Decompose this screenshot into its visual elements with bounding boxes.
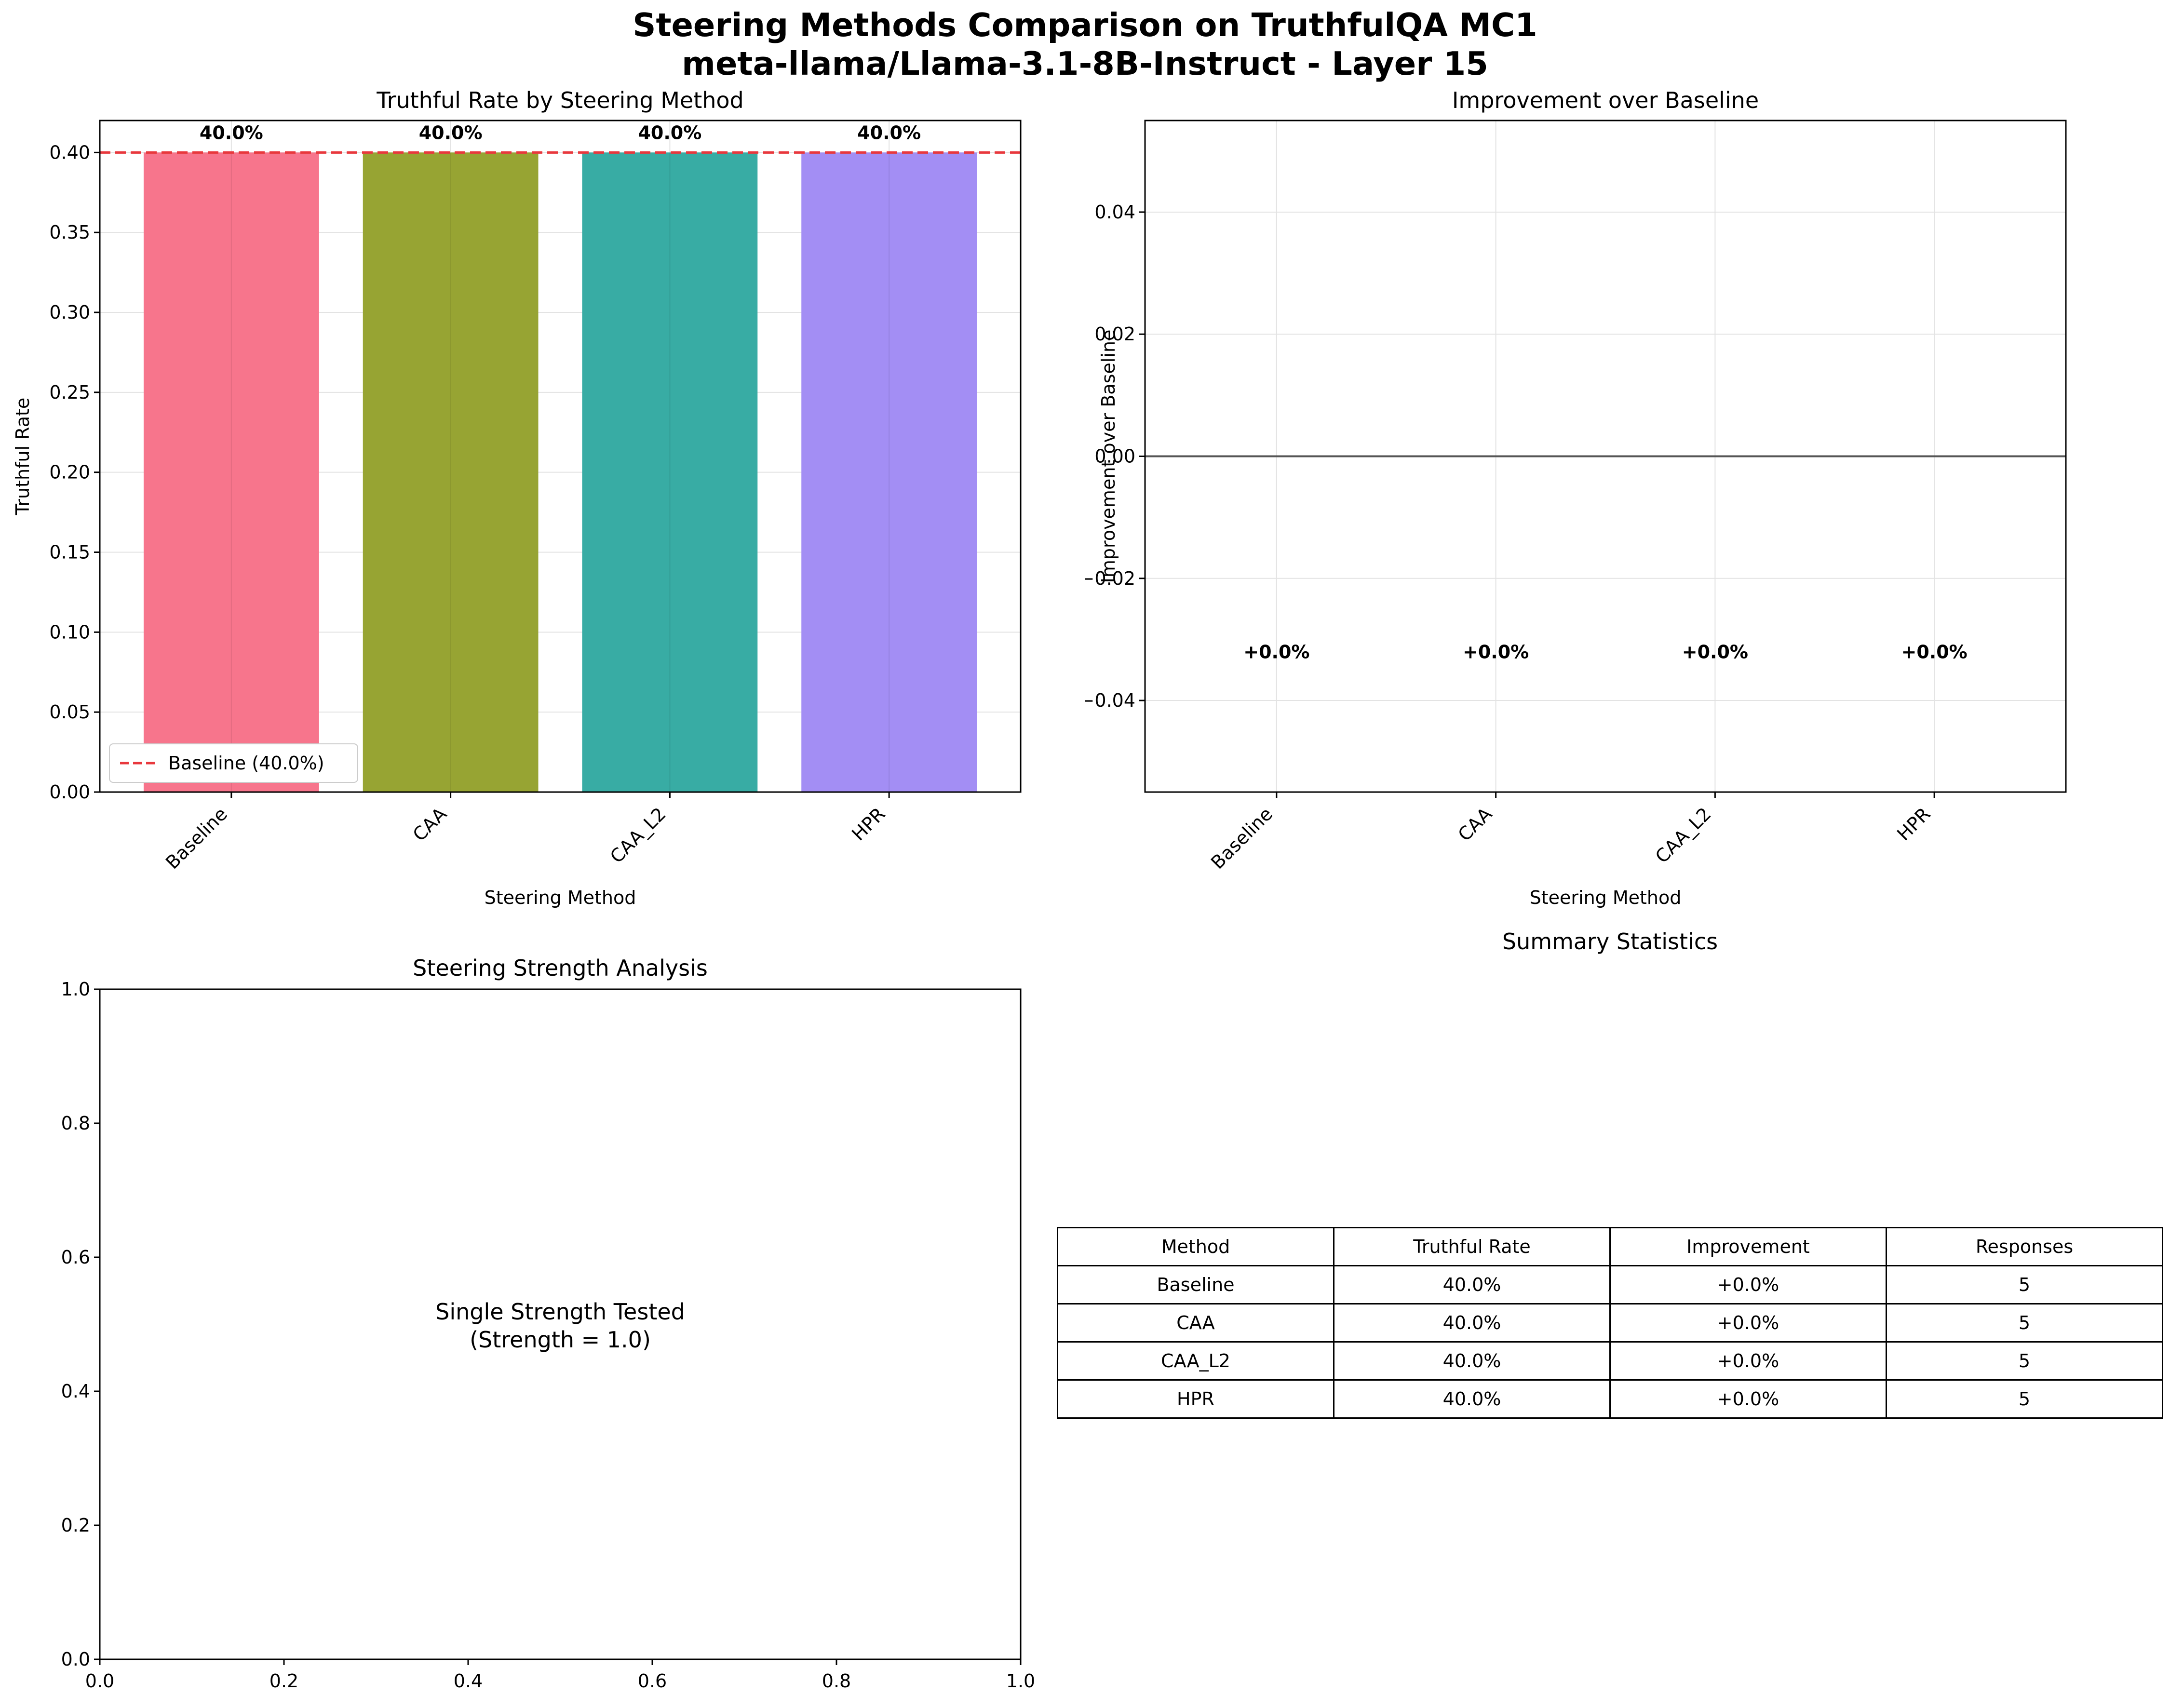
x-tick-label: CAA_L2 [1651,803,1715,867]
table-cell: 40.0% [1333,1303,1611,1343]
table-cell: +0.0% [1609,1265,1887,1305]
y-tick-label: 0.15 [49,542,90,563]
y-tick-label: 0.00 [1094,446,1135,467]
y-tick-label: −0.02 [1085,568,1135,589]
table-cell: HPR [1057,1379,1334,1419]
panel2-title: Improvement over Baseline [1452,87,1759,113]
table-cell: CAA [1057,1303,1334,1343]
table-cell: 40.0% [1333,1379,1611,1419]
bar-value-label: +0.0% [1243,642,1309,663]
bar-caa_l2 [582,152,758,792]
table-row: CAA 40.0% +0.0% 5 [1057,1303,2163,1343]
x-tick-label: CAA_L2 [606,803,670,867]
table-cell: +0.0% [1609,1379,1887,1419]
y-tick-label: 0.6 [61,1247,90,1268]
figure-title-line1: Steering Methods Comparison on TruthfulQ… [633,6,1537,44]
table-cell: 5 [1886,1379,2163,1419]
y-tick-label: −0.04 [1085,690,1135,711]
x-tick-label: Baseline [162,803,231,873]
table-cell: 5 [1886,1265,2163,1305]
y-tick-label: 0.05 [49,701,90,723]
x-tick-label: HPR [848,803,889,845]
bar-value-label: 40.0% [857,122,921,143]
y-tick-label: 0.30 [49,302,90,323]
table-row: HPR 40.0% +0.0% 5 [1057,1379,2163,1419]
y-tick-label: 0.2 [61,1515,90,1536]
table-header-row: Method Truthful Rate Improvement Respons… [1057,1227,2163,1266]
legend-label: Baseline (40.0%) [168,753,324,774]
y-tick-label: 0.10 [49,621,90,643]
x-tick-label: 0.0 [85,1670,114,1692]
strength-analysis-chart: 0.0 0.2 0.4 0.6 0.8 1.0 0.0 0.2 0.4 0.6 0.8 1.0 Sing… [61,979,1036,1692]
table-cell: +0.0% [1609,1341,1887,1381]
truthful-rate-bar-chart: 40.0% 40.0% 40.0% 40.0% 0.00 0.05 0.10 0.15 0.20… [12,120,1022,908]
x-tick-label: 0.6 [638,1670,667,1692]
y-tick-label: 0.00 [49,781,90,803]
summary-statistics-table: Method Truthful Rate Improvement Respons… [1057,1227,2163,1419]
x-tick-label: HPR [1893,803,1934,845]
improvement-bar-chart: +0.0% +0.0% +0.0% +0.0% −0.04 −0.02 0.00 0.02 0.… [1085,120,2067,908]
bar-value-label: +0.0% [1901,642,1968,663]
bar-baseline [143,152,319,792]
panel1-title: Truthful Rate by Steering Method [377,87,744,113]
table-header-cell: Improvement [1609,1227,1887,1266]
annotation-line2: (Strength = 1.0) [470,1327,651,1353]
plot-frame [99,120,1022,793]
x-tick-label: CAA [1454,803,1496,845]
x-axis-label: Steering Method [485,887,636,908]
plot-frame [99,988,1022,1660]
bar-hpr [801,152,977,792]
table-cell: 40.0% [1333,1341,1611,1381]
legend-box [109,743,358,783]
x-tick-label: 0.4 [454,1670,483,1692]
table-row: Baseline 40.0% +0.0% 5 [1057,1265,2163,1305]
x-tick-label: 0.8 [822,1670,851,1692]
figure-title-line2: meta-llama/Llama-3.1-8B-Instruct - Layer… [682,45,1488,82]
y-tick-label: 0.02 [1094,323,1135,345]
table-cell: 5 [1886,1303,2163,1343]
table-cell: 5 [1886,1341,2163,1381]
y-tick-label: 0.35 [49,222,90,243]
panel3-title: Steering Strength Analysis [413,955,708,981]
y-tick-label: 0.20 [49,462,90,483]
y-tick-label: 0.0 [61,1649,90,1670]
y-tick-label: 0.4 [61,1381,90,1402]
bar-value-label: +0.0% [1463,642,1529,663]
y-tick-label: 0.8 [61,1113,90,1134]
table-header-cell: Method [1057,1227,1334,1266]
y-tick-label: 0.40 [49,142,90,163]
table-row: CAA_L2 40.0% +0.0% 5 [1057,1341,2163,1381]
annotation-line1: Single Strength Tested [435,1299,685,1325]
table-header-cell: Truthful Rate [1333,1227,1611,1266]
x-tick-label: CAA [409,803,451,845]
bar-value-label: 40.0% [419,122,483,143]
table-cell: CAA_L2 [1057,1341,1334,1381]
panel4-title: Summary Statistics [1502,928,1718,955]
y-tick-label: 1.0 [61,979,90,1000]
table-header-cell: Responses [1886,1227,2163,1266]
table-cell: +0.0% [1609,1303,1887,1343]
bar-caa [363,152,539,792]
x-tick-label: Baseline [1207,803,1277,873]
y-tick-label: 0.04 [1094,202,1135,223]
y-tick-label: 0.25 [49,382,90,403]
bar-value-label: 40.0% [638,122,701,143]
bar-value-label: +0.0% [1682,642,1748,663]
x-tick-label: 0.2 [270,1670,298,1692]
x-axis-label: Steering Method [1530,887,1682,908]
table-cell: Baseline [1057,1265,1334,1305]
y-axis-label: Truthful Rate [12,398,33,516]
y-axis-label: Improvement over Baseline [1098,330,1119,583]
x-tick-label: 1.0 [1006,1670,1035,1692]
table-cell: 40.0% [1333,1265,1611,1305]
bar-value-label: 40.0% [200,122,263,143]
